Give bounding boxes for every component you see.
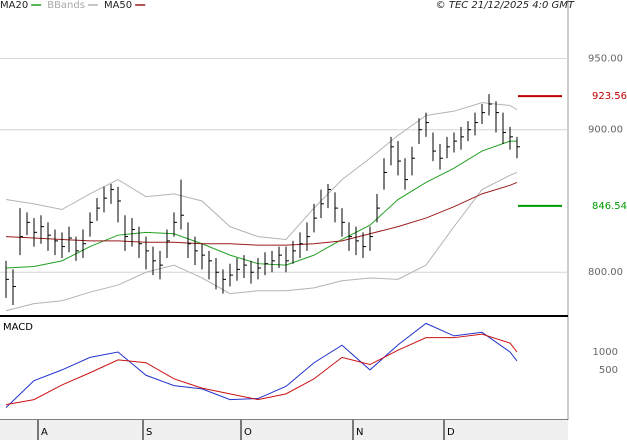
y-tick-label: 950.00 — [588, 53, 623, 64]
x-tick-label: O — [244, 427, 252, 438]
moving-average — [5, 181, 518, 246]
x-tick-label: A — [41, 427, 48, 438]
price-level-label: 923.56 — [592, 91, 627, 102]
bband-lower — [5, 172, 518, 312]
x-tick-label: D — [447, 427, 455, 438]
price-level-label: 846.54 — [592, 201, 627, 212]
x-axis-band — [0, 420, 568, 440]
macd-title: MACD — [3, 322, 33, 333]
legend-label: MA50 — [104, 0, 132, 11]
bband-upper — [5, 102, 518, 240]
y-tick-label: 500 — [599, 365, 618, 376]
legend-label: MA20 — [0, 0, 28, 11]
macd-line — [5, 322, 518, 409]
x-tick-label: N — [356, 427, 363, 438]
copyright: © TEC 21/12/2025 4:0 GMT — [436, 0, 575, 11]
macd-line — [5, 333, 518, 406]
x-tick-label: S — [146, 427, 152, 438]
y-tick-label: 1000 — [593, 347, 618, 358]
y-tick-label: 900.00 — [588, 125, 623, 136]
legend-label: BBands — [47, 0, 85, 11]
y-tick-label: 800.00 — [588, 267, 623, 278]
